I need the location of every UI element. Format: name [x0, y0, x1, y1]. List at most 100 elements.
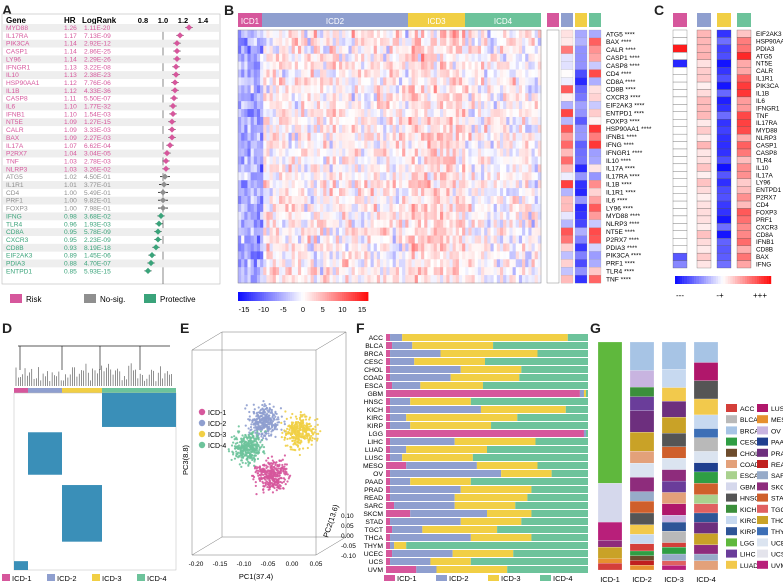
pca-point: [260, 435, 263, 438]
heatmap-cell: [417, 235, 422, 244]
heatmap-cell: [528, 267, 532, 276]
heatmap-cell: [518, 180, 523, 189]
heatmap-cell: [241, 172, 245, 181]
heatmap-cell: [487, 196, 491, 205]
heatmap-cell: [389, 211, 393, 221]
heatmap-cell: [250, 85, 255, 94]
heatmap-cell: [433, 93, 438, 102]
heatmap-cell: [357, 85, 362, 94]
pca-point: [240, 445, 243, 449]
heatmap-cell: [357, 45, 362, 55]
heatmap-cell: [313, 93, 318, 102]
heatmap-cell: [499, 156, 504, 165]
heatmap-cell: [452, 37, 457, 47]
pca-point: [256, 452, 260, 455]
heatmap-gene-label: PDIA3 ****: [606, 245, 638, 252]
heatmap-cell: [329, 45, 333, 55]
heatmap-cell: [354, 267, 359, 276]
heatmap-cell: [537, 77, 542, 86]
pca-point: [278, 472, 281, 475]
heatmap-cell: [291, 116, 296, 126]
pca-point: [232, 451, 235, 454]
heatmap-cell: [339, 188, 343, 197]
pca-point: [261, 403, 264, 407]
heatmap-cell: [490, 164, 494, 173]
heatmap-cell: [285, 53, 289, 62]
heatmap-cell: [383, 116, 387, 126]
heatmap-cell: [440, 30, 444, 39]
heatmap-cell: [294, 124, 299, 134]
heatmap-cell: [316, 37, 321, 47]
pca-point: [256, 428, 259, 431]
heatmap-cell: [462, 85, 466, 94]
pca-point: [262, 484, 265, 488]
pca-point: [282, 480, 286, 483]
heatmap-cell: [301, 124, 305, 134]
heatmap-cell: [537, 172, 542, 181]
heatmap-cell: [509, 156, 513, 165]
forest-point: [169, 102, 177, 110]
c-heatmap-cell: [736, 238, 752, 246]
pca-point: [253, 460, 256, 463]
heatmap-cell: [313, 124, 318, 134]
heatmap-cell: [272, 227, 277, 236]
heatmap-cell: [323, 148, 327, 157]
heatmap-cell: [351, 203, 356, 213]
heatmap-cell: [509, 101, 513, 110]
pca-point: [264, 432, 268, 435]
c-colorscale-segment: [759, 276, 762, 284]
heatmap-cell: [493, 148, 498, 157]
heatmap-cell: [256, 85, 261, 94]
c-colorscale-segment: [761, 276, 764, 284]
heatmap-cell: [301, 180, 305, 189]
heatmap-cell: [509, 37, 513, 47]
heatmap-cell: [392, 267, 397, 276]
heatmap-cell: [253, 251, 258, 260]
heatmap-cell: [427, 235, 431, 244]
heatmap-cell: [449, 77, 453, 86]
heatmap-cell: [351, 227, 356, 236]
c-heatmap-cell: [672, 208, 688, 217]
heatmap-cell: [462, 196, 466, 205]
heatmap-cell: [506, 53, 510, 62]
heatmap-cell: [310, 93, 315, 102]
heatmap-cell: [458, 267, 463, 276]
heatmap-cell: [373, 259, 378, 268]
heatmap-cell: [440, 109, 444, 118]
colorscale-segment: [339, 292, 343, 301]
heatmap-cell: [373, 275, 378, 284]
heatmap-cell: [477, 267, 482, 276]
heatmap-cell: [323, 61, 327, 70]
heatmap-cell: [361, 172, 365, 181]
heatmap-cell: [386, 116, 390, 126]
heatmap-cell: [392, 116, 397, 126]
heatmap-cell: [512, 235, 517, 244]
heatmap-cell: [247, 275, 251, 284]
heatmap-cell: [285, 164, 289, 173]
heatmap-cell: [238, 164, 242, 173]
heatmap-cell: [427, 211, 431, 221]
heatmap-cell: [408, 172, 412, 181]
pca-point: [295, 417, 298, 420]
heatmap-cell: [304, 172, 308, 181]
heatmap-cell: [512, 180, 517, 189]
heatmap-cell: [370, 45, 375, 55]
heatmap-cell: [256, 61, 261, 70]
heatmap-cell: [414, 203, 419, 213]
heatmap-cell: [414, 172, 419, 181]
heatmap-cell: [411, 77, 416, 86]
heatmap-cell: [307, 180, 311, 189]
heatmap-cell: [503, 132, 507, 141]
pca-point: [274, 411, 277, 415]
heatmap-cell: [256, 156, 261, 165]
heatmap-cell: [487, 172, 491, 181]
forest-point: [159, 197, 167, 204]
heatmap-cell: [421, 172, 425, 181]
heatmap-cell: [405, 85, 409, 94]
heatmap-cell: [443, 267, 447, 276]
heatmap-cell: [272, 211, 277, 221]
heatmap-cell: [446, 61, 450, 70]
heatmap-cell: [430, 259, 434, 268]
heatmap-cell: [285, 156, 289, 165]
heatmap-cell: [364, 188, 368, 197]
